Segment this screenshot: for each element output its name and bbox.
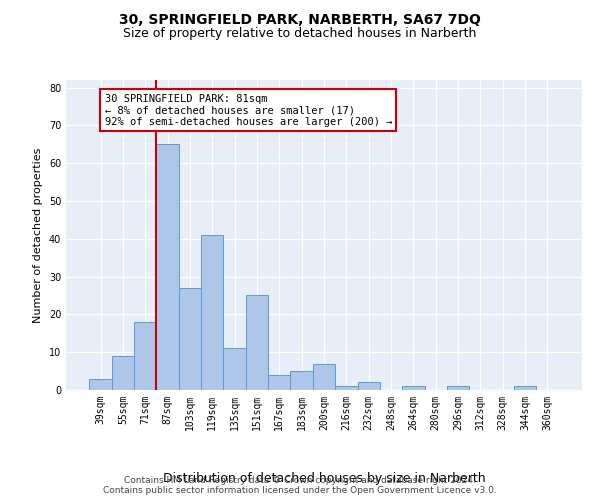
Text: 30, SPRINGFIELD PARK, NARBERTH, SA67 7DQ: 30, SPRINGFIELD PARK, NARBERTH, SA67 7DQ [119,12,481,26]
Bar [89,378,112,390]
Bar [112,356,134,390]
Text: Contains HM Land Registry data © Crown copyright and database right 2024.
Contai: Contains HM Land Registry data © Crown c… [103,476,497,495]
Bar [179,288,201,390]
Bar [447,386,469,390]
Bar [514,386,536,390]
Bar [246,296,268,390]
Bar [134,322,157,390]
Text: 30 SPRINGFIELD PARK: 81sqm
← 8% of detached houses are smaller (17)
92% of semi-: 30 SPRINGFIELD PARK: 81sqm ← 8% of detac… [104,94,392,127]
X-axis label: Distribution of detached houses by size in Narberth: Distribution of detached houses by size … [163,472,485,485]
Bar [157,144,179,390]
Bar [290,371,313,390]
Bar [223,348,246,390]
Bar [268,375,290,390]
Bar [201,235,223,390]
Bar [402,386,425,390]
Bar [335,386,358,390]
Bar [313,364,335,390]
Y-axis label: Number of detached properties: Number of detached properties [33,148,43,322]
Text: Size of property relative to detached houses in Narberth: Size of property relative to detached ho… [124,28,476,40]
Bar [358,382,380,390]
